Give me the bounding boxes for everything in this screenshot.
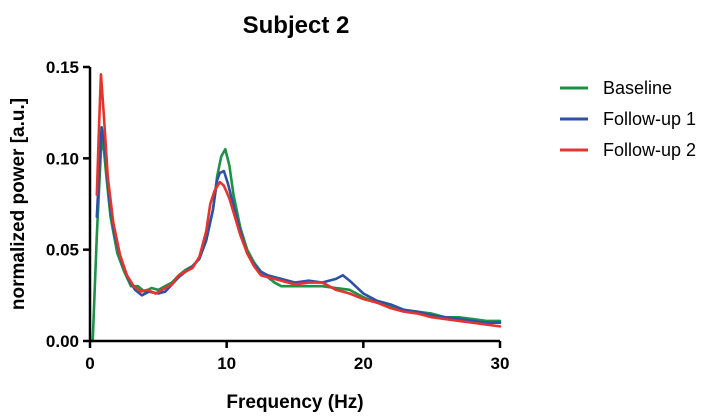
x-tick-label: 20 (354, 354, 373, 373)
x-tick-label: 0 (85, 354, 94, 373)
x-ticks: 0 10 20 30 (85, 341, 509, 373)
legend: Baseline Follow-up 1 Follow-up 2 (560, 78, 696, 160)
y-tick-label: 0.05 (46, 241, 79, 260)
plot-area: 0.00 0.05 0.10 0.15 0 10 20 30 (46, 58, 510, 373)
series-line-baseline (91, 138, 502, 343)
y-tick-label: 0.10 (46, 149, 79, 168)
series-line-follow-up-1 (95, 125, 502, 325)
y-tick-label: 0.00 (46, 332, 79, 351)
series-layer (91, 73, 502, 343)
legend-label-baseline: Baseline (603, 78, 672, 98)
y-axis-label: normalized power [a.u.] (8, 98, 29, 310)
y-ticks: 0.00 0.05 0.10 0.15 (46, 58, 90, 351)
x-tick-label: 30 (491, 354, 510, 373)
legend-label-follow-up-1: Follow-up 1 (603, 109, 696, 129)
y-tick-label: 0.15 (46, 58, 79, 77)
legend-label-follow-up-2: Follow-up 2 (603, 140, 696, 160)
x-axis-label: Frequency (Hz) (226, 392, 363, 413)
x-tick-label: 10 (217, 354, 236, 373)
chart-title: Subject 2 (243, 12, 350, 39)
series-line-follow-up-2 (95, 73, 502, 328)
